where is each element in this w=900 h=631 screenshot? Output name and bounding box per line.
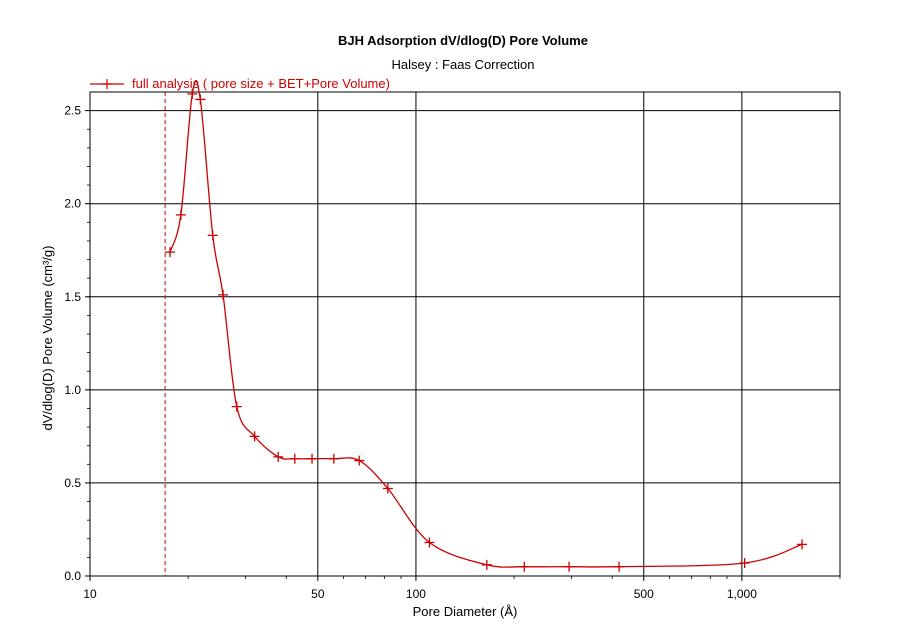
legend: full analysis ( pore size + BET+Pore Vol… <box>90 76 390 91</box>
grid-lines <box>90 92 840 576</box>
data-point <box>564 561 575 572</box>
x-axis-label: Pore Diameter (Å) <box>413 604 518 619</box>
y-axis-ticks: 0.0 0.5 1.0 1.5 2.0 2.5 <box>64 104 90 583</box>
data-point <box>165 247 176 258</box>
chart-subtitle: Halsey : Faas Correction <box>391 57 534 72</box>
x-tick-label: 500 <box>634 587 654 601</box>
series-layer <box>165 79 808 572</box>
y-tick-label: 0.0 <box>64 569 81 583</box>
plot-frame <box>89 91 841 577</box>
legend-label: full analysis ( pore size + BET+Pore Vol… <box>132 76 390 91</box>
data-point <box>614 561 625 572</box>
data-point <box>307 453 318 464</box>
data-point <box>797 539 808 550</box>
y-tick-label: 2.5 <box>64 104 81 118</box>
y-tick-label: 2.0 <box>64 197 81 211</box>
y-tick-label: 1.5 <box>64 290 81 304</box>
y-tick-label: 1.0 <box>64 383 81 397</box>
data-point <box>739 557 750 568</box>
data-point <box>328 453 339 464</box>
data-point <box>187 88 198 99</box>
legend-marker <box>102 79 112 89</box>
x-tick-label: 100 <box>406 587 426 601</box>
data-point <box>175 209 186 220</box>
y-axis-label: dV/dlog(D) Pore Volume (cm³/g) <box>40 246 55 431</box>
data-point <box>424 537 435 548</box>
data-point <box>249 431 260 442</box>
x-tick-label: 10 <box>83 587 97 601</box>
data-point <box>218 289 229 300</box>
series-line <box>169 79 803 568</box>
data-point <box>481 559 492 570</box>
x-tick-label: 1,000 <box>727 587 757 601</box>
data-point <box>195 94 206 105</box>
x-tick-label: 50 <box>311 587 325 601</box>
data-point <box>382 483 393 494</box>
data-point <box>231 401 242 412</box>
data-point <box>273 451 284 462</box>
chart-title: BJH Adsorption dV/dlog(D) Pore Volume <box>338 33 588 48</box>
x-axis-ticks: 10 50 100 500 1,000 <box>83 576 841 601</box>
data-point <box>207 230 218 241</box>
data-point <box>354 455 365 466</box>
y-tick-label: 0.5 <box>64 476 81 490</box>
data-point <box>519 561 530 572</box>
data-point <box>289 453 300 464</box>
